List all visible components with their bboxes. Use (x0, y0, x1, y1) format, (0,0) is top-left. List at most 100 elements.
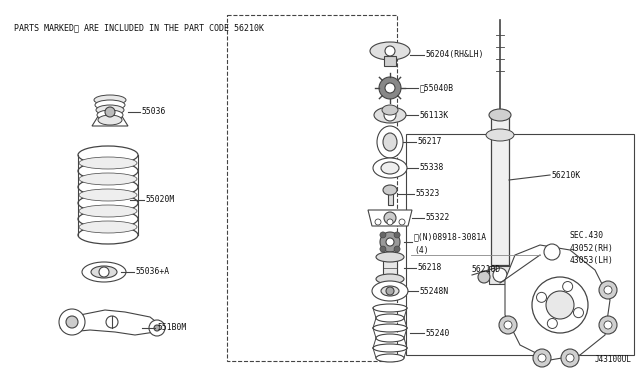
Ellipse shape (376, 354, 404, 362)
Text: 551B0M: 551B0M (157, 324, 186, 333)
Circle shape (573, 308, 584, 318)
Circle shape (386, 287, 394, 295)
Circle shape (386, 238, 394, 246)
Ellipse shape (372, 281, 408, 301)
Text: 55323: 55323 (416, 189, 440, 199)
Circle shape (105, 107, 115, 117)
Circle shape (536, 292, 547, 302)
Ellipse shape (78, 194, 138, 212)
Circle shape (385, 46, 395, 56)
Ellipse shape (79, 157, 137, 169)
Ellipse shape (373, 344, 407, 352)
Text: 55248N: 55248N (420, 286, 449, 295)
Ellipse shape (91, 266, 117, 278)
Ellipse shape (377, 126, 403, 158)
Circle shape (604, 286, 612, 294)
Circle shape (533, 349, 551, 367)
Text: 55338: 55338 (420, 164, 444, 173)
Text: 56218: 56218 (418, 263, 442, 273)
Circle shape (532, 277, 588, 333)
Ellipse shape (373, 324, 407, 332)
Ellipse shape (374, 107, 406, 123)
Circle shape (510, 271, 522, 283)
Text: J43100UL: J43100UL (595, 355, 632, 364)
Polygon shape (92, 110, 128, 126)
Circle shape (59, 309, 85, 335)
Bar (489, 266, 511, 284)
Circle shape (399, 219, 405, 225)
Circle shape (544, 244, 560, 260)
Circle shape (599, 316, 617, 334)
Ellipse shape (78, 146, 138, 164)
Circle shape (384, 109, 396, 121)
Circle shape (380, 232, 400, 252)
Ellipse shape (376, 274, 404, 284)
Circle shape (563, 282, 573, 292)
Ellipse shape (382, 105, 398, 115)
Bar (491, 115, 509, 265)
Ellipse shape (370, 42, 410, 60)
Circle shape (566, 354, 574, 362)
Ellipse shape (79, 173, 137, 185)
Text: 55036+A: 55036+A (136, 267, 170, 276)
Text: 43052(RH): 43052(RH) (570, 244, 614, 253)
Ellipse shape (98, 115, 122, 125)
Circle shape (385, 83, 395, 93)
Polygon shape (60, 310, 160, 335)
Ellipse shape (95, 100, 125, 110)
Circle shape (561, 349, 579, 367)
Ellipse shape (373, 158, 407, 178)
Ellipse shape (79, 189, 137, 201)
Ellipse shape (78, 162, 138, 180)
Circle shape (375, 219, 381, 225)
Ellipse shape (94, 95, 126, 105)
Text: 55240: 55240 (426, 328, 451, 337)
Ellipse shape (78, 226, 138, 244)
Circle shape (493, 268, 507, 282)
Bar (406, 134, 634, 355)
Circle shape (504, 321, 512, 329)
Ellipse shape (489, 109, 511, 121)
Circle shape (546, 291, 574, 319)
Bar (383, 257, 397, 279)
Circle shape (499, 316, 517, 334)
Text: SEC.430: SEC.430 (570, 231, 604, 240)
Ellipse shape (383, 133, 397, 151)
Text: 56204(RH&LH): 56204(RH&LH) (426, 51, 484, 60)
Ellipse shape (381, 162, 399, 174)
Circle shape (547, 318, 557, 328)
Text: 55322: 55322 (426, 214, 451, 222)
Text: (4): (4) (414, 246, 429, 254)
Ellipse shape (381, 286, 399, 296)
Circle shape (380, 232, 386, 238)
Bar (387, 191, 392, 205)
Text: 56113K: 56113K (420, 110, 449, 119)
Circle shape (394, 246, 400, 252)
Ellipse shape (97, 110, 123, 120)
Circle shape (154, 325, 160, 331)
Text: 56210D: 56210D (472, 266, 501, 275)
Text: 55036: 55036 (142, 108, 166, 116)
Ellipse shape (383, 185, 397, 195)
Circle shape (379, 77, 401, 99)
Circle shape (604, 321, 612, 329)
Ellipse shape (79, 221, 137, 233)
Circle shape (384, 212, 396, 224)
Circle shape (99, 267, 109, 277)
Ellipse shape (376, 334, 404, 342)
Text: ※55040B: ※55040B (420, 83, 454, 93)
Polygon shape (505, 245, 610, 360)
Ellipse shape (82, 262, 126, 282)
Ellipse shape (96, 105, 124, 115)
Polygon shape (368, 210, 412, 226)
Circle shape (106, 316, 118, 328)
Ellipse shape (78, 178, 138, 196)
Text: ※(N)08918-3081A: ※(N)08918-3081A (414, 232, 487, 241)
Ellipse shape (376, 314, 404, 322)
Circle shape (149, 320, 165, 336)
Bar (384, 56, 396, 66)
Circle shape (394, 232, 400, 238)
Circle shape (478, 271, 490, 283)
Circle shape (387, 219, 393, 225)
Ellipse shape (78, 210, 138, 228)
